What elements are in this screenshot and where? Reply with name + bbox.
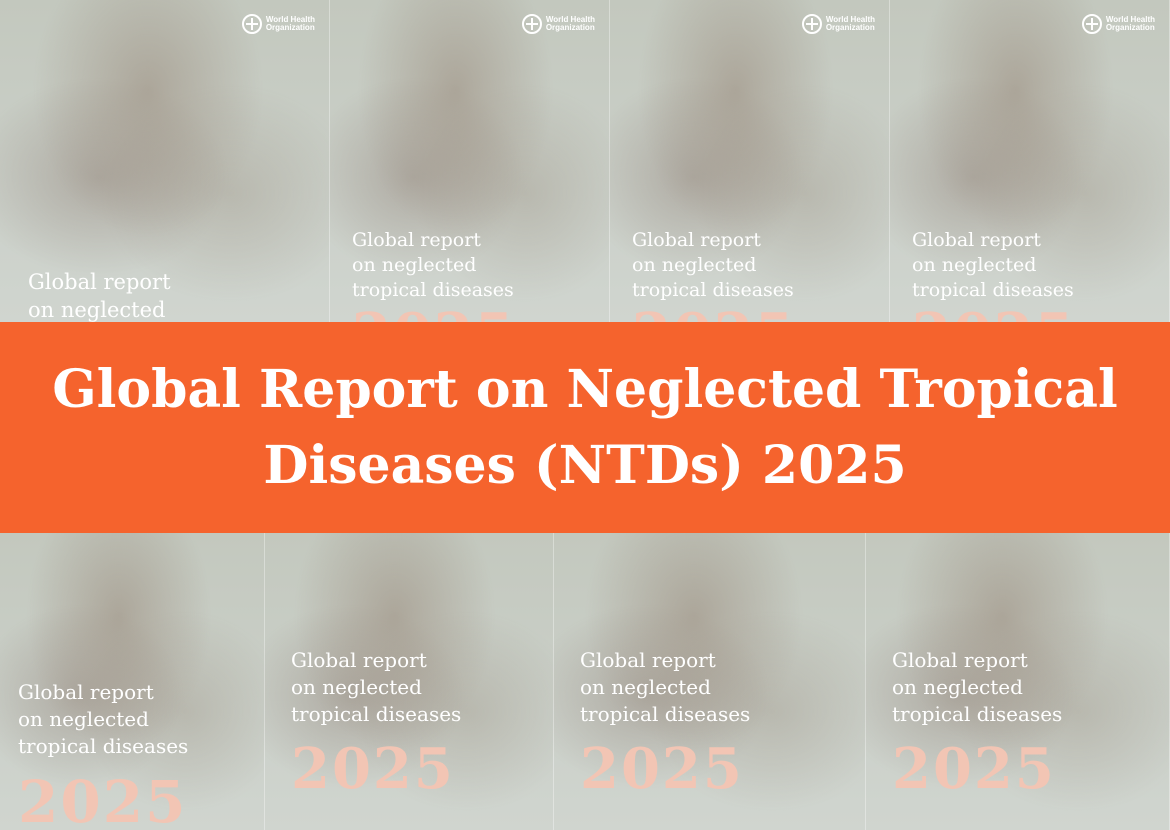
who-logo: World Health Organization — [241, 14, 315, 34]
report-cover-tile: Global report on neglected tropical diseas… — [265, 533, 554, 830]
who-logo: World Health Organization — [1081, 14, 1155, 34]
cover-year: 2025 — [580, 736, 744, 802]
who-emblem-icon — [521, 14, 542, 34]
report-cover-tile: Global report on neglected tropical diseas… — [0, 533, 265, 830]
who-logo: World Health Organization — [801, 14, 875, 34]
who-emblem-icon — [1081, 14, 1102, 34]
cover-year: 2025 — [291, 736, 455, 802]
cover-year: 2025 — [892, 736, 1056, 802]
banner-title: Global Report on Neglected Tropical Dise… — [25, 352, 1145, 504]
report-cover-tile: World Health Organization Global report on… — [330, 0, 610, 322]
report-cover-tile: Global report on neglected tropical diseas… — [554, 533, 866, 830]
cover-year: 2025 — [912, 306, 1076, 322]
who-emblem-icon — [801, 14, 822, 34]
who-emblem-icon — [241, 14, 262, 34]
cover-year: 2025 — [18, 768, 188, 830]
who-logo: World Health Organization — [521, 14, 595, 34]
report-cover-tile: World Health Organization Global report on… — [610, 0, 890, 322]
report-cover-tile: Global report on neglected tropical diseas… — [866, 533, 1170, 830]
report-cover-tile: World Health Organization Global report on… — [890, 0, 1170, 322]
cover-year: 2025 — [632, 306, 796, 322]
banner-title-line1: Global Report on Neglected Tropical — [52, 358, 1118, 420]
banner-title-line2: Diseases (NTDs) 2025 — [263, 434, 907, 496]
title-banner: Global Report on Neglected Tropical Dise… — [0, 322, 1170, 533]
report-cover-tile: World Health Organization Global report on… — [0, 0, 330, 322]
cover-year: 2025 — [352, 306, 516, 322]
